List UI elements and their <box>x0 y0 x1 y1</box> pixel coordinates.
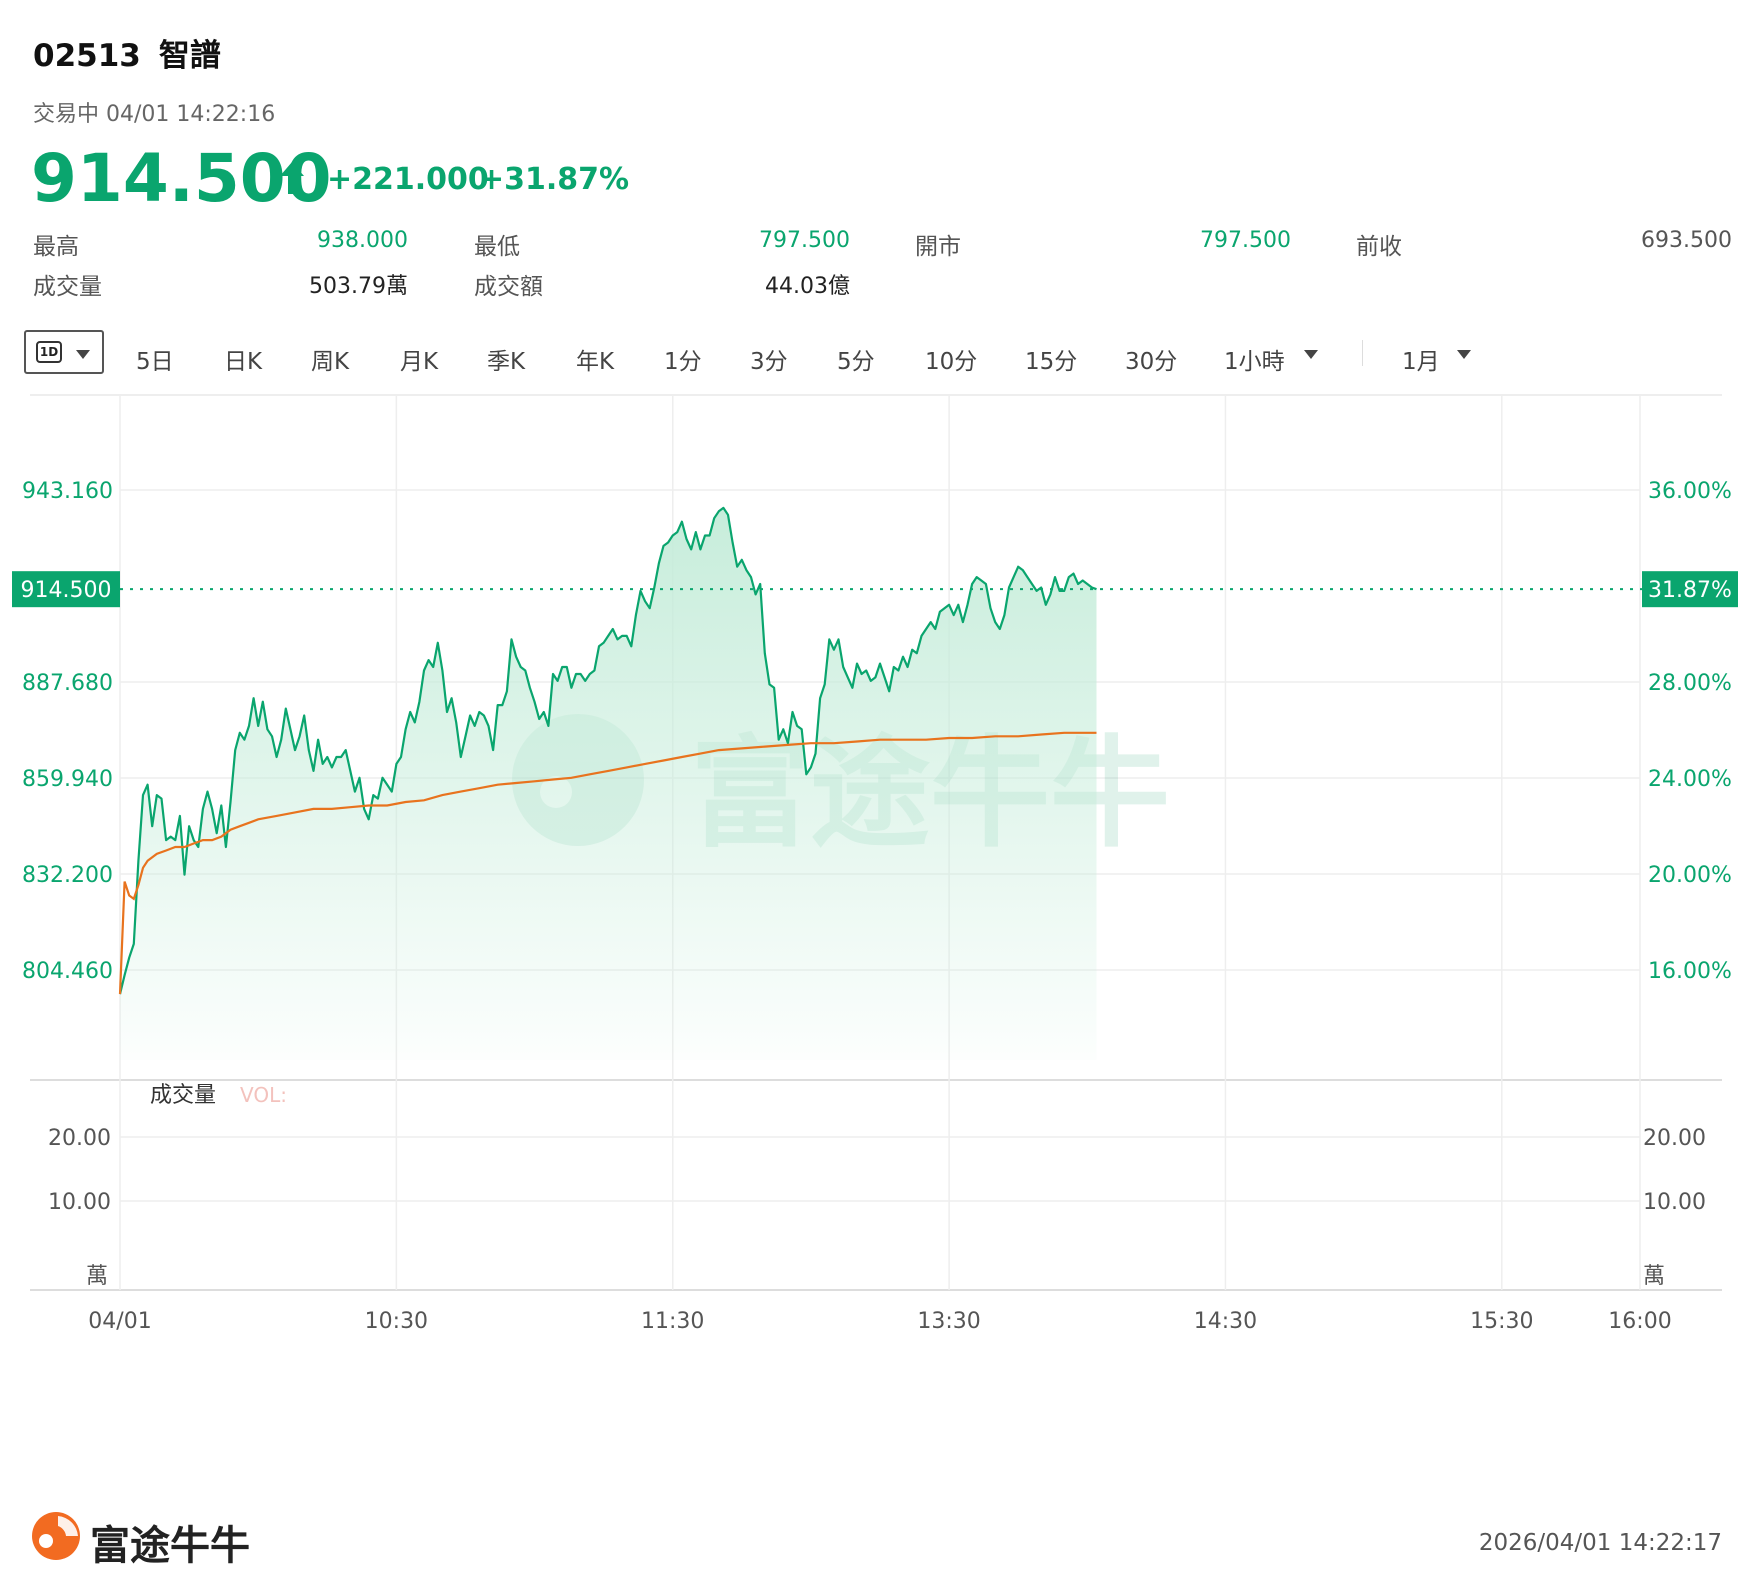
pct-tick-label: 24.00% <box>1648 767 1732 792</box>
x-tick-label: 10:30 <box>365 1309 428 1334</box>
stat-prev-close-value: 693.500 <box>1641 228 1732 253</box>
stat-low-value: 797.500 <box>759 228 850 253</box>
pct-tick-label: 36.00% <box>1648 479 1732 504</box>
price-area-fill <box>120 507 1097 1060</box>
volume-panel-label: 成交量 <box>150 1083 216 1108</box>
stat-volume-label: 成交量 <box>33 274 102 300</box>
volume-tick-left: 10.00 <box>48 1190 111 1215</box>
up-arrow-icon <box>280 162 304 194</box>
period-30min[interactable]: 30分 <box>1125 349 1178 375</box>
period-1d-label: 1D <box>36 341 62 363</box>
stat-open-label: 開市 <box>915 234 961 260</box>
stat-turnover-value: 44.03億 <box>765 274 850 299</box>
price-tick-label: 859.940 <box>22 767 113 792</box>
period-month-k[interactable]: 月K <box>400 349 439 375</box>
volume-unit-left: 萬 <box>86 1264 108 1289</box>
stat-turnover-label: 成交額 <box>474 274 543 300</box>
price-line <box>118 506 1097 995</box>
period-day-k[interactable]: 日K <box>224 349 263 375</box>
stat-low-label: 最低 <box>474 234 520 260</box>
price-tick-label: 943.160 <box>22 479 113 504</box>
period-quarter-k[interactable]: 季K <box>487 349 526 375</box>
volume-tick-right: 10.00 <box>1643 1190 1706 1215</box>
current-price: 914.500 <box>31 140 332 217</box>
intraday-chart[interactable]: 富途牛牛 914.500 31.87% 943.160887.680859.94… <box>0 380 1752 1480</box>
price-change-pct: +31.87% <box>479 162 630 197</box>
stock-name: 智譜 <box>158 38 221 74</box>
toolbar-divider <box>1362 340 1363 366</box>
current-price-tag <box>12 571 120 608</box>
stat-high-value: 938.000 <box>317 228 408 253</box>
period-10min[interactable]: 10分 <box>925 349 978 375</box>
period-3min[interactable]: 3分 <box>750 349 788 375</box>
price-tick-label: 804.460 <box>22 959 113 984</box>
x-tick-label: 16:00 <box>1608 1309 1671 1334</box>
period-toolbar: 1D 5日 日K 周K 月K 季K 年K 1分 3分 5分 10分 15分 30… <box>24 330 1724 378</box>
price-change: +221.000 <box>327 162 489 197</box>
volume-tick-left: 20.00 <box>48 1126 111 1151</box>
average-price-line <box>118 731 1097 995</box>
stat-prev-close-label: 前收 <box>1356 234 1402 260</box>
futu-logo-icon <box>32 1512 80 1560</box>
chevron-down-icon <box>76 350 90 359</box>
volume-unit-right: 萬 <box>1643 1264 1665 1289</box>
stock-title: 02513 智譜 <box>33 30 221 75</box>
stat-volume-value: 503.79萬 <box>309 274 408 299</box>
range-selector[interactable]: 1月 <box>1402 349 1440 375</box>
period-year-k[interactable]: 年K <box>576 349 615 375</box>
x-tick-label: 11:30 <box>641 1309 704 1334</box>
x-tick-label: 14:30 <box>1194 1309 1257 1334</box>
pct-tick-label: 16.00% <box>1648 959 1732 984</box>
period-1hour[interactable]: 1小時 <box>1224 349 1285 375</box>
volume-tick-right: 20.00 <box>1643 1126 1706 1151</box>
price-tick-label: 887.680 <box>22 671 113 696</box>
chevron-down-icon[interactable] <box>1457 350 1471 359</box>
snapshot-timestamp: 2026/04/01 14:22:17 <box>1478 1530 1722 1556</box>
x-tick-label: 13:30 <box>917 1309 980 1334</box>
stock-code: 02513 <box>33 38 141 74</box>
period-week-k[interactable]: 周K <box>311 349 350 375</box>
stat-high-label: 最高 <box>33 234 79 260</box>
x-tick-label: 15:30 <box>1470 1309 1533 1334</box>
period-5min[interactable]: 5分 <box>837 349 875 375</box>
stat-open-value: 797.500 <box>1200 228 1291 253</box>
chevron-down-icon[interactable] <box>1304 350 1318 359</box>
trading-status: 交易中 04/01 14:22:16 <box>33 102 276 127</box>
period-1d-selector[interactable]: 1D <box>24 330 104 374</box>
period-15min[interactable]: 15分 <box>1025 349 1078 375</box>
current-pct-tag <box>1642 571 1738 608</box>
price-tick-label: 832.200 <box>22 863 113 888</box>
current-pct-tag-label: 31.87% <box>1648 578 1732 603</box>
volume-vol-label: VOL: <box>240 1083 287 1107</box>
period-5day[interactable]: 5日 <box>136 349 174 375</box>
pct-tick-label: 20.00% <box>1648 863 1732 888</box>
pct-tick-label: 28.00% <box>1648 671 1732 696</box>
period-1min[interactable]: 1分 <box>664 349 702 375</box>
brand-name: 富途牛牛 <box>90 1523 250 1569</box>
x-tick-label: 04/01 <box>88 1309 151 1334</box>
current-price-tag-label: 914.500 <box>21 578 112 603</box>
